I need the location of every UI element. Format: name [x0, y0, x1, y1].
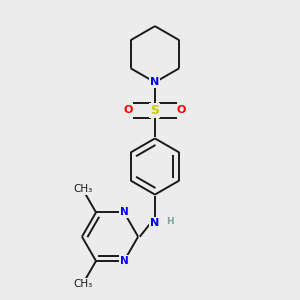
Text: O: O	[177, 105, 186, 116]
Text: CH₃: CH₃	[73, 184, 92, 194]
Text: N: N	[150, 218, 160, 228]
Text: O: O	[124, 105, 133, 116]
Text: H: H	[166, 217, 174, 226]
Text: N: N	[150, 77, 160, 87]
Text: N: N	[120, 207, 128, 218]
Text: CH₃: CH₃	[73, 279, 92, 289]
Text: N: N	[120, 256, 128, 266]
Text: S: S	[151, 104, 160, 117]
